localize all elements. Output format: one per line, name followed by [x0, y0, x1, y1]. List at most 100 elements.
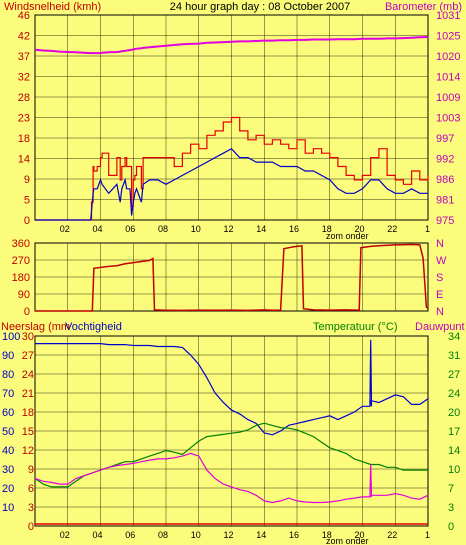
compass-y-tick: W	[436, 255, 447, 267]
wind-speed-axis-label: Windsnelheid (kmh)	[4, 1, 101, 13]
rain-y-tick: 9	[28, 464, 34, 476]
x-tick-label: 12	[224, 530, 234, 540]
wind-y-tick: 37	[18, 51, 30, 63]
sunset-label-2: zom onder	[326, 536, 369, 545]
baro-y-tick: 1020	[436, 51, 460, 63]
rain-yticks: 0 3 6 9 12 15 18 21 24 27 30	[22, 331, 34, 533]
baro-y-tick: 1003	[436, 113, 460, 125]
rain-y-tick: 27	[22, 350, 34, 362]
humidity-y-tick: 70	[2, 388, 14, 400]
x-tick-label: 1	[425, 224, 430, 234]
rain-y-tick: 15	[22, 426, 34, 438]
x-tick-label: 10	[191, 224, 201, 234]
temp-y-tick: 20	[448, 407, 460, 419]
rain-y-tick: 12	[22, 445, 34, 457]
baro-y-tick: 992	[436, 154, 454, 166]
x-tick-label: 12	[224, 224, 234, 234]
x-tick-label: 16	[289, 224, 299, 234]
wind-direction-line	[35, 243, 429, 312]
baro-y-tick: 986	[436, 174, 454, 186]
rain-y-tick: 6	[28, 483, 34, 495]
sunset-label-1: zom onder	[326, 231, 369, 241]
wind-y-tick: 32	[18, 72, 30, 84]
x-tick-label: 20	[355, 224, 365, 234]
direction-yticks-left: 0 90 180 270 360	[12, 238, 30, 318]
baro-y-tick: 981	[436, 195, 454, 207]
temperature-yticks: 0 3 7 10 14 17 20 24 27 31 34	[448, 331, 460, 533]
x-tick-label: 18	[322, 224, 332, 234]
x-tick-label: 08	[158, 530, 168, 540]
baro-y-tick: 1014	[436, 72, 460, 84]
wind-gust-line	[35, 116, 429, 221]
direction-y-tick: 0	[24, 306, 30, 318]
baro-y-tick: 1009	[436, 92, 460, 104]
compass-y-tick: N	[436, 306, 444, 318]
chart-title: 24 hour graph day : 08 October 2007	[170, 1, 350, 13]
humidity-y-tick: 20	[2, 483, 14, 495]
dewpoint-line	[34, 452, 429, 504]
dewpoint-axis-label: Dauwpunt	[415, 321, 465, 333]
temp-y-tick: 14	[448, 445, 460, 457]
wind-y-tick: 23	[18, 113, 30, 125]
humidity-y-tick: 10	[2, 502, 14, 514]
rain-y-tick: 3	[28, 502, 34, 514]
wind-y-tick: 14	[18, 154, 30, 166]
temp-y-tick: 10	[448, 464, 460, 476]
barometer-line	[34, 36, 429, 55]
rain-y-tick: 0	[28, 521, 34, 533]
wind-yticks-right: 975 981 986 992 997 1003 1009 1014 1020 1025 1031	[436, 10, 460, 227]
x-tick-label: 1	[425, 530, 430, 540]
compass-y-tick: E	[436, 289, 443, 301]
x-tick-label: 02	[60, 530, 70, 540]
x-tick-label: 18	[322, 530, 332, 540]
x-tick-label: 20	[355, 530, 365, 540]
x-tick-label: 04	[93, 530, 103, 540]
x-tick-label: 14	[256, 530, 266, 540]
humidity-y-tick: 80	[2, 369, 14, 381]
wind-y-tick: 9	[24, 174, 30, 186]
baro-y-tick: 1031	[436, 10, 460, 22]
x-tick-label: 14	[256, 224, 266, 234]
wind-y-tick: 42	[18, 31, 30, 43]
wind-y-tick: 5	[24, 195, 30, 207]
temp-y-tick: 31	[448, 350, 460, 362]
direction-y-tick: 270	[12, 255, 30, 267]
rain-y-tick: 30	[22, 331, 34, 343]
direction-y-tick: 90	[18, 289, 30, 301]
x-tick-label: 22	[387, 224, 397, 234]
humidity-y-tick: 50	[2, 426, 14, 438]
wind-y-tick: 28	[18, 92, 30, 104]
temp-y-tick: 24	[448, 388, 460, 400]
x-tick-label: 04	[93, 224, 103, 234]
temp-y-tick: 0	[448, 521, 454, 533]
wind-y-tick: 46	[18, 10, 30, 22]
x-tick-label: 06	[125, 224, 135, 234]
baro-y-tick: 975	[436, 215, 454, 227]
x-tick-label: 22	[387, 530, 397, 540]
temp-y-tick: 3	[448, 502, 454, 514]
x-tick-label: 02	[60, 224, 70, 234]
humidity-y-tick: 30	[2, 464, 14, 476]
temperature-axis-label: Temperatuur (°C)	[313, 321, 397, 333]
x-tick-label: 08	[158, 224, 168, 234]
humidity-y-tick: 100	[2, 331, 20, 343]
humidity-axis-label: Vochtigheid	[65, 321, 122, 333]
humidity-y-tick: 40	[2, 445, 14, 457]
rain-axis-label: Neerslag (mm	[1, 321, 70, 333]
rain-y-tick: 21	[22, 388, 34, 400]
climate-panel: Neerslag (mm Vochtigheid Temperatuur (°C…	[1, 321, 465, 545]
barometer-axis-label: Barometer (mb)	[385, 1, 462, 13]
baro-y-tick: 997	[436, 133, 454, 145]
x-tick-label: 06	[125, 530, 135, 540]
rain-y-tick: 24	[22, 369, 34, 381]
baro-y-tick: 1025	[436, 31, 460, 43]
direction-y-tick: 180	[12, 272, 30, 284]
humidity-yticks: 10 20 30 40 50 60 70 80 90 100	[2, 331, 20, 514]
temp-y-tick: 7	[448, 483, 454, 495]
x-tick-label: 16	[289, 530, 299, 540]
wind-y-tick: 18	[18, 133, 30, 145]
compass-y-tick: N	[436, 238, 444, 250]
